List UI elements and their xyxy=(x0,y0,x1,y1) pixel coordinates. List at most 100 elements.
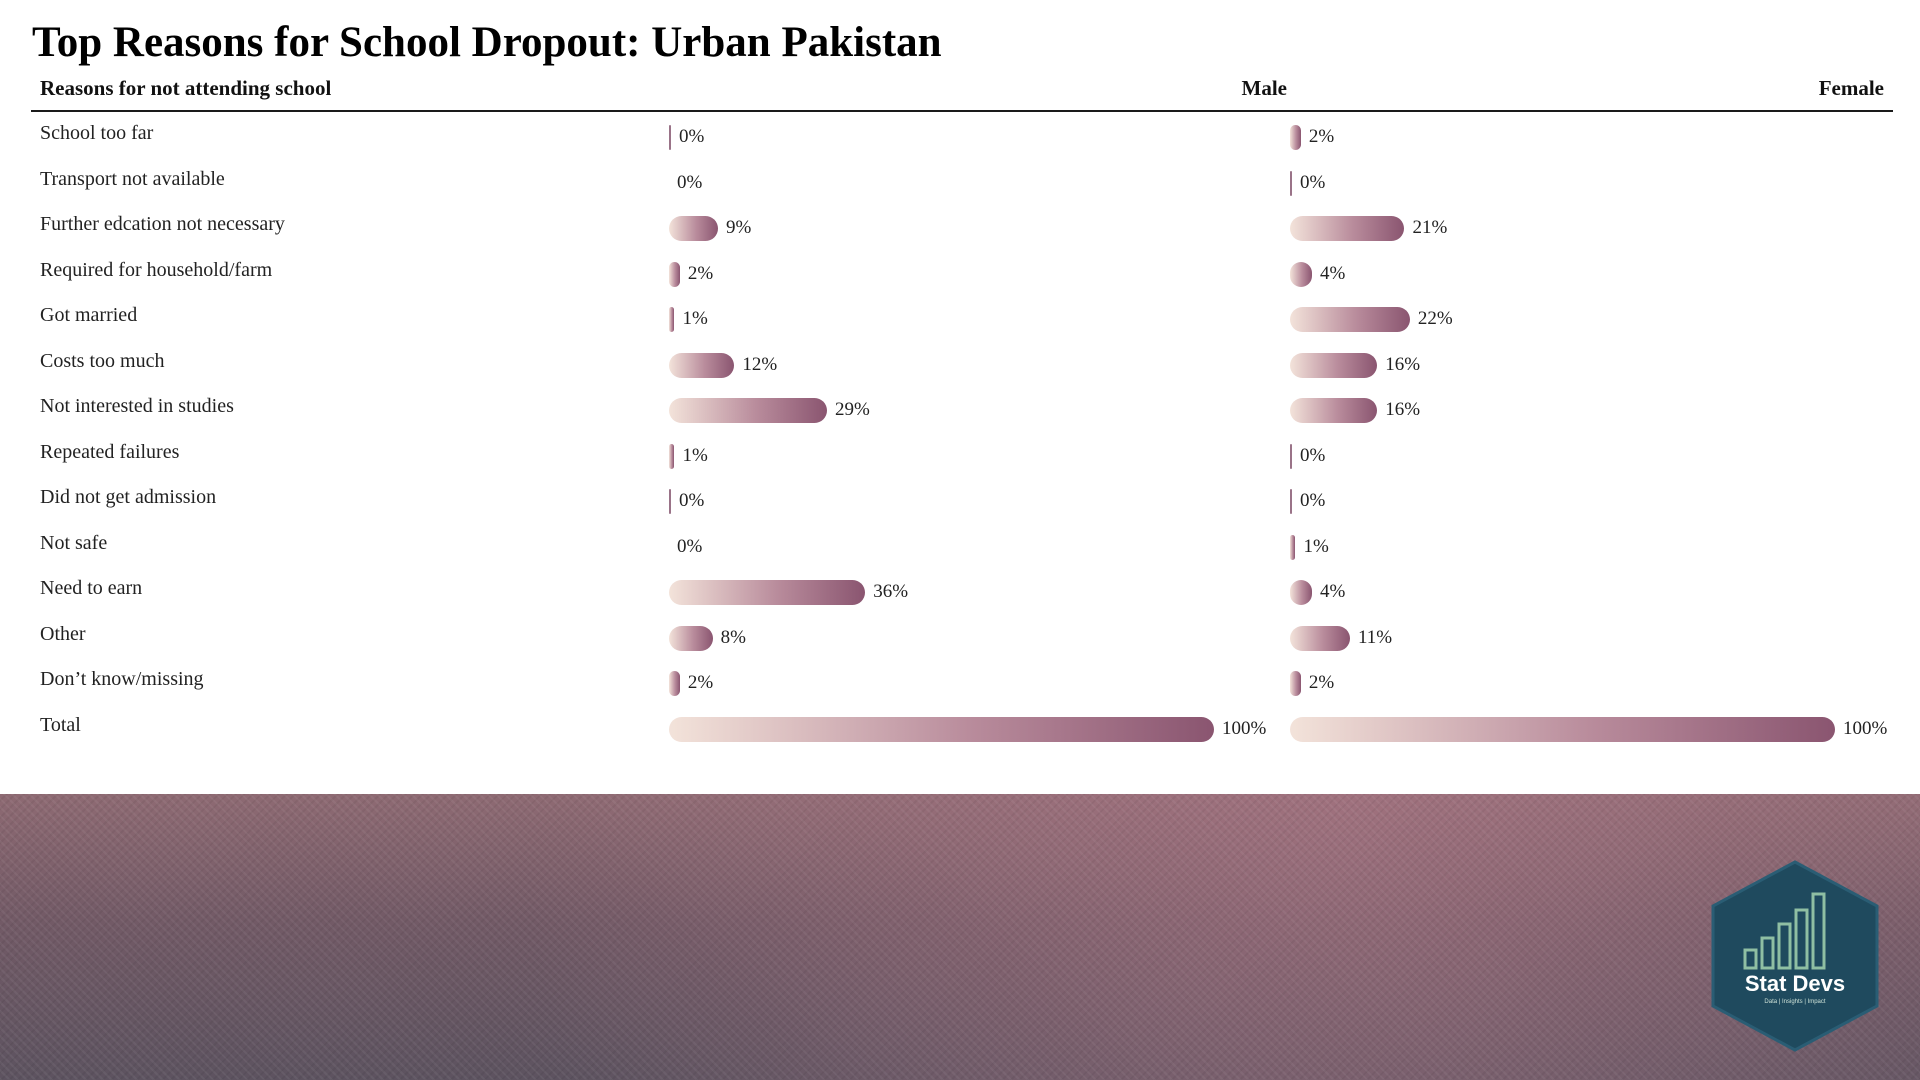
male-cell: 0% xyxy=(659,534,1259,560)
male-cell: 0% xyxy=(659,170,1259,196)
female-value-label: 11% xyxy=(1357,626,1393,648)
row-reason: Required for household/farm xyxy=(40,258,273,281)
male-cell: 12% xyxy=(659,352,1259,378)
male-cell: 0% xyxy=(659,488,1259,514)
female-bar xyxy=(1290,671,1301,696)
row-reason: School too far xyxy=(40,122,154,144)
male-bar xyxy=(669,443,675,469)
female-cell: 11% xyxy=(1280,625,1880,651)
male-value-label: 0% xyxy=(677,535,703,557)
male-cell: 2% xyxy=(659,670,1259,696)
table-row: Required for household/farm 2% 4% xyxy=(31,251,1893,297)
female-value-label: 0% xyxy=(1300,490,1326,511)
row-reason: Need to earn xyxy=(40,577,143,599)
row-reason: Other xyxy=(40,622,86,645)
female-value-label: 0% xyxy=(1300,444,1326,466)
male-value-label: 36% xyxy=(873,581,909,602)
row-reason: Transport not available xyxy=(40,167,225,190)
female-value-label: 16% xyxy=(1385,353,1421,375)
table-header: Reasons for not attending school Male Fe… xyxy=(31,72,1893,112)
male-bar xyxy=(669,716,1214,742)
male-cell: 100% xyxy=(659,716,1266,742)
female-cell: 2% xyxy=(1280,670,1880,696)
male-value-label: 0% xyxy=(677,171,703,193)
female-bar xyxy=(1290,261,1312,287)
female-bar xyxy=(1290,716,1835,742)
female-bar xyxy=(1290,534,1296,560)
female-value-label: 4% xyxy=(1320,581,1346,602)
male-cell: 8% xyxy=(659,625,1259,651)
row-reason: Further edcation not necessary xyxy=(40,213,285,235)
female-bar xyxy=(1290,625,1350,651)
footer-banner xyxy=(0,794,1920,1080)
male-cell: 36% xyxy=(659,579,1259,605)
female-value-label: 4% xyxy=(1320,262,1346,284)
female-bar xyxy=(1290,398,1378,423)
stat-devs-logo: Stat Devs Data | Insights | Impact xyxy=(1711,860,1879,1052)
row-reason: Did not get admission xyxy=(40,486,217,508)
logo-bars-icon xyxy=(1743,892,1826,970)
female-cell: 16% xyxy=(1280,397,1880,423)
dropout-table: Reasons for not attending school Male Fe… xyxy=(31,72,1893,751)
male-bar xyxy=(669,398,828,423)
table-body: School too far 0% 2% Transport not availabl… xyxy=(31,112,1893,751)
female-value-label: 0% xyxy=(1300,171,1326,193)
row-reason: Don’t know/missing xyxy=(40,668,204,690)
male-value-label: 0% xyxy=(679,490,705,511)
table-row: Did not get admission 0% 0% xyxy=(31,478,1893,524)
female-cell: 16% xyxy=(1280,352,1880,378)
male-cell: 0% xyxy=(659,124,1259,150)
male-cell: 9% xyxy=(659,215,1259,241)
female-value-label: 100% xyxy=(1843,717,1888,739)
male-value-label: 100% xyxy=(1222,717,1267,739)
male-bar xyxy=(669,125,671,150)
male-value-label: 1% xyxy=(682,444,708,466)
male-value-label: 0% xyxy=(679,126,705,147)
header-reason: Reasons for not attending school xyxy=(40,76,332,100)
female-cell: 0% xyxy=(1280,488,1880,514)
female-cell: 21% xyxy=(1280,215,1880,241)
male-bar xyxy=(669,625,713,651)
female-value-label: 22% xyxy=(1417,308,1453,329)
table-row: Not interested in studies 29% 16% xyxy=(31,387,1893,433)
female-cell: 4% xyxy=(1280,579,1880,605)
female-value-label: 21% xyxy=(1412,217,1448,238)
female-value-label: 16% xyxy=(1385,399,1421,420)
female-cell: 22% xyxy=(1280,306,1880,332)
table-row: Further edcation not necessary 9% 21% xyxy=(31,205,1893,251)
female-bar xyxy=(1290,489,1292,514)
male-value-label: 2% xyxy=(687,672,714,693)
table-row: Not safe 0% 1% xyxy=(31,524,1893,570)
row-reason: Total xyxy=(40,713,81,736)
male-value-label: 9% xyxy=(726,217,752,238)
female-bar xyxy=(1290,170,1292,196)
male-value-label: 1% xyxy=(682,308,708,329)
row-reason: Repeated failures xyxy=(40,440,180,463)
table-row: Need to earn 36% 4% xyxy=(31,569,1893,615)
male-cell: 1% xyxy=(659,306,1259,332)
female-cell: 1% xyxy=(1280,534,1880,560)
female-bar xyxy=(1290,443,1292,469)
table-row: Repeated failures 1% 0% xyxy=(31,433,1893,479)
female-bar xyxy=(1290,352,1378,378)
male-cell: 2% xyxy=(659,261,1259,287)
male-value-label: 8% xyxy=(720,626,746,648)
male-bar xyxy=(669,307,675,332)
row-reason: Got married xyxy=(40,304,138,326)
male-bar xyxy=(669,489,671,514)
row-reason: Not interested in studies xyxy=(40,395,234,417)
male-bar xyxy=(669,261,680,287)
female-bar xyxy=(1290,216,1405,241)
row-reason: Costs too much xyxy=(40,349,165,372)
female-bar xyxy=(1290,125,1301,150)
female-value-label: 1% xyxy=(1303,535,1329,557)
male-value-label: 2% xyxy=(687,262,714,284)
table-row: Total 100% 100% xyxy=(31,706,1893,752)
logo-tagline: Data | Insights | Impact xyxy=(1764,999,1825,1005)
male-value-label: 12% xyxy=(742,353,778,375)
male-bar xyxy=(669,671,680,696)
header-male: Male xyxy=(1241,76,1287,100)
male-bar xyxy=(669,580,866,605)
female-cell: 100% xyxy=(1280,716,1887,742)
female-value-label: 2% xyxy=(1308,126,1335,147)
